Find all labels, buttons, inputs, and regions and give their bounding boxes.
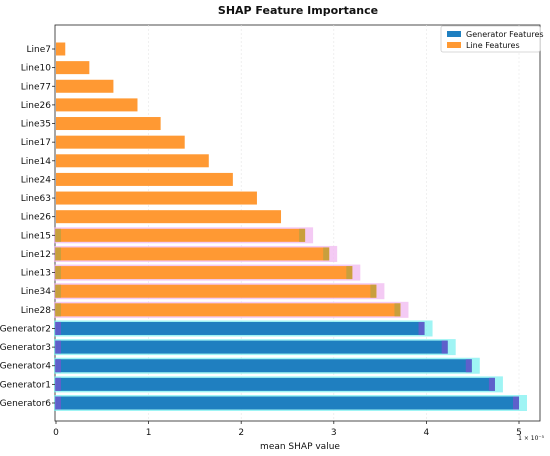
bar-line	[56, 117, 161, 131]
x-tick-label: 5	[516, 428, 522, 438]
bar-line	[56, 61, 90, 75]
bar-end-marker	[441, 340, 448, 354]
bar-start-marker	[55, 228, 61, 242]
bar-end-marker	[465, 359, 472, 373]
bar-generator	[56, 321, 425, 335]
y-tick-label: Line13	[21, 269, 51, 279]
bar-start-marker	[55, 377, 61, 391]
bar-generator	[56, 377, 495, 391]
y-tick-label: Line15	[21, 231, 51, 241]
bar-start-marker	[55, 247, 61, 261]
bar-end-marker	[299, 228, 306, 242]
legend-label-line: Line Features	[466, 41, 520, 50]
bar-line	[56, 247, 330, 261]
bar-line	[56, 210, 282, 224]
plot-border	[54, 24, 541, 422]
y-tick-label: Line26	[21, 213, 51, 223]
y-tick-label: Line12	[21, 250, 51, 260]
legend-swatch-generator	[447, 31, 461, 37]
x-tick-label: 2	[238, 428, 244, 438]
bar-start-marker	[55, 321, 61, 335]
plot-area	[54, 24, 541, 422]
bar-generator	[56, 359, 472, 373]
y-tick-label: Line35	[21, 120, 51, 130]
bar-line	[56, 42, 66, 56]
bar-end-marker	[513, 396, 519, 410]
legend: Generator Features Line Features	[440, 25, 544, 53]
y-tick-label: Line77	[21, 82, 51, 92]
y-tick-label: Generator3	[0, 343, 51, 353]
bar-end-marker	[370, 284, 377, 298]
bar-start-marker	[55, 340, 61, 354]
bar-end-marker	[418, 321, 425, 335]
bar-start-marker	[55, 303, 61, 317]
y-tick-label: Line24	[21, 175, 51, 185]
bar-generator	[56, 396, 519, 410]
bar-line	[56, 228, 306, 242]
y-tick-label: Line14	[21, 157, 51, 167]
bar-generator	[56, 340, 448, 354]
bar-end-marker	[346, 266, 353, 280]
y-tick-label: Line34	[21, 287, 51, 297]
y-tick-label: Generator1	[0, 380, 51, 390]
bar-end-marker	[394, 303, 401, 317]
y-tick-label: Generator6	[0, 399, 51, 409]
chart-title: SHAP Feature Importance	[218, 4, 378, 17]
y-axis-ticks: Line7 Line10 Line77 Line26 Line35 Line17 Line1…	[0, 45, 55, 409]
x-axis-scale-note: 1 × 10⁻⁵	[518, 435, 544, 442]
x-tick-label: 4	[424, 428, 430, 438]
bar-line	[56, 154, 209, 168]
bar-start-marker	[55, 266, 61, 280]
y-tick-label: Line10	[21, 64, 51, 74]
y-tick-label: Line7	[27, 45, 51, 55]
x-tick-label: 0	[53, 428, 59, 438]
x-tick-label: 1	[146, 428, 152, 438]
y-tick-label: Line17	[21, 138, 51, 148]
legend-label-generator: Generator Features	[466, 30, 544, 39]
bar-line	[56, 135, 185, 149]
x-tick-label: 3	[331, 428, 337, 438]
bar-line	[56, 191, 257, 205]
bar-end-marker	[323, 247, 330, 261]
bar-line	[56, 303, 401, 317]
y-tick-label: Generator2	[0, 324, 51, 334]
bar-start-marker	[55, 359, 61, 373]
x-axis-ticks: 0 1 2 3 4 5	[53, 421, 522, 438]
legend-swatch-line	[447, 42, 461, 48]
y-tick-label: Line26	[21, 101, 51, 111]
bar-line	[56, 284, 377, 298]
y-tick-label: Generator4	[0, 362, 51, 372]
y-tick-label: Line28	[21, 306, 51, 316]
bar-line	[56, 172, 233, 186]
legend-box	[440, 25, 541, 53]
x-axis-label: mean SHAP value	[260, 442, 340, 452]
bar-line	[56, 79, 114, 93]
bar-start-marker	[55, 284, 61, 298]
bars-group	[54, 42, 527, 411]
bar-line	[56, 266, 353, 280]
bar-start-marker	[55, 396, 61, 410]
y-tick-label: Line63	[21, 194, 51, 204]
bar-line	[56, 98, 138, 112]
bar-end-marker	[488, 377, 495, 391]
